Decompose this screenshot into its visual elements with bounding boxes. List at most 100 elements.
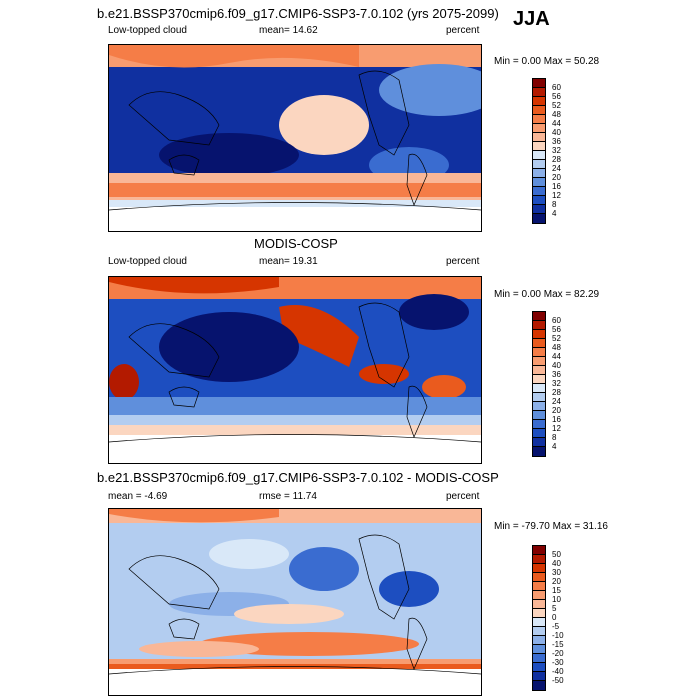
panel2-map-field [109,277,481,463]
panel2-colorbar-label: 60 [552,316,561,325]
panel2-minmax: Min = 0.00 Max = 82.29 [494,289,600,300]
panel1-colorbar-box [533,187,545,196]
panel2-colorbar-box [533,312,545,321]
panel3-colorbar-box [533,654,545,663]
panel1-map-field [109,45,481,231]
panel2-colorbar-label: 52 [552,334,561,343]
panel2-colorbar-label: 4 [552,442,557,451]
panel2-colorbar-box [533,375,545,384]
panel2-variable-label: Low-topped cloud [108,256,187,267]
panel1-variable-label: Low-topped cloud [108,25,187,36]
panel3-colorbar-box [533,627,545,636]
panel2-colorbar-label: 28 [552,388,561,397]
panel2-colorbar-label: 8 [552,433,557,442]
panel2-colorbar-box [533,447,545,456]
panel1-colorbar-box [533,196,545,205]
panel1-colorbar-label: 12 [552,191,561,200]
panel3-colorbar-box [533,546,545,555]
panel2-colorbar-label: 20 [552,406,561,415]
panel3-map-field [109,509,481,695]
panel3-colorbar [532,545,546,691]
panel1-colorbar-box [533,178,545,187]
panel1-minmax: Min = 0.00 Max = 50.28 [494,56,600,67]
panel1-colorbar-label: 28 [552,155,561,164]
panel2-colorbar-label: 48 [552,343,561,352]
panel2-colorbar-box [533,411,545,420]
panel1-colorbar-label: 60 [552,83,561,92]
panel1-colorbar-label: 56 [552,92,561,101]
panel1-colorbar-box [533,142,545,151]
panel3-colorbar-label: -5 [552,622,560,631]
panel2-map [108,276,482,464]
panel1-colorbar-label: 20 [552,173,561,182]
panel3-colorbar-box [533,618,545,627]
panel3-colorbar-box [533,645,545,654]
panel3-map [108,508,482,696]
panel1-colorbar [532,78,546,224]
panel1-colorbar-box [533,115,545,124]
panel2-title: MODIS-COSP [254,236,338,251]
panel3-colorbar-box [533,582,545,591]
panel2-colorbar-box [533,420,545,429]
panel3-colorbar-label: 5 [552,604,557,613]
panel2-colorbar-label: 44 [552,352,561,361]
panel3-colorbar-box [533,672,545,681]
panel3-title: b.e21.BSSP370cmip6.f09_g17.CMIP6-SSP3-7.… [97,470,499,485]
panel1-colorbar-box [533,160,545,169]
panel2-colorbar-box [533,393,545,402]
panel3-minmax: Min = -79.70 Max = 31.16 [494,521,608,532]
panel1-colorbar-label: 44 [552,119,561,128]
panel1-colorbar-label: 40 [552,128,561,137]
panel1-title: b.e21.BSSP370cmip6.f09_g17.CMIP6-SSP3-7.… [97,6,499,21]
panel1-colorbar-label: 48 [552,110,561,119]
panel3-colorbar-box [533,663,545,672]
panel3-colorbar-label: 10 [552,595,561,604]
panel2-colorbar-box [533,429,545,438]
panel2-colorbar-label: 16 [552,415,561,424]
season-label: JJA [513,8,550,30]
panel2-colorbar-label: 36 [552,370,561,379]
panel3-colorbar-box [533,681,545,690]
panel1-colorbar-label: 8 [552,200,557,209]
panel1-colorbar-box [533,151,545,160]
panel2-colorbar-box [533,438,545,447]
panel2-colorbar [532,311,546,457]
panel2-colorbar-box [533,321,545,330]
panel2-colorbar-label: 56 [552,325,561,334]
panel3-colorbar-label: -40 [552,667,564,676]
panel1-colorbar-box [533,133,545,142]
panel1-colorbar-label: 24 [552,164,561,173]
panel2-colorbar-box [533,384,545,393]
panel1-colorbar-box [533,106,545,115]
panel3-colorbar-box [533,573,545,582]
panel3-colorbar-box [533,591,545,600]
panel3-colorbar-label: 40 [552,559,561,568]
panel3-colorbar-box [533,636,545,645]
panel1-colorbar-label: 32 [552,146,561,155]
panel3-colorbar-label: -10 [552,631,564,640]
panel3-colorbar-box [533,555,545,564]
panel1-colorbar-box [533,124,545,133]
panel2-colorbar-box [533,330,545,339]
panel2-colorbar-label: 40 [552,361,561,370]
panel3-colorbar-box [533,600,545,609]
panel1-colorbar-label: 4 [552,209,557,218]
panel3-rmse-label: rmse = 11.74 [259,491,317,502]
panel1-colorbar-label: 16 [552,182,561,191]
panel3-colorbar-label: 20 [552,577,561,586]
panel2-colorbar-box [533,402,545,411]
panel3-colorbar-label: -20 [552,649,564,658]
panel1-colorbar-box [533,88,545,97]
panel3-colorbar-label: 0 [552,613,557,622]
panel3-colorbar-box [533,564,545,573]
panel2-colorbar-box [533,348,545,357]
panel2-colorbar-label: 24 [552,397,561,406]
panel2-colorbar-label: 12 [552,424,561,433]
panel2-mean-label: mean= 19.31 [259,256,318,267]
panel3-units-label: percent [446,491,480,502]
panel3-colorbar-label: 30 [552,568,561,577]
panel3-colorbar-label: -15 [552,640,564,649]
panel3-colorbar-label: -30 [552,658,564,667]
panel1-colorbar-box [533,79,545,88]
panel3-mean-label: mean = -4.69 [108,491,168,502]
